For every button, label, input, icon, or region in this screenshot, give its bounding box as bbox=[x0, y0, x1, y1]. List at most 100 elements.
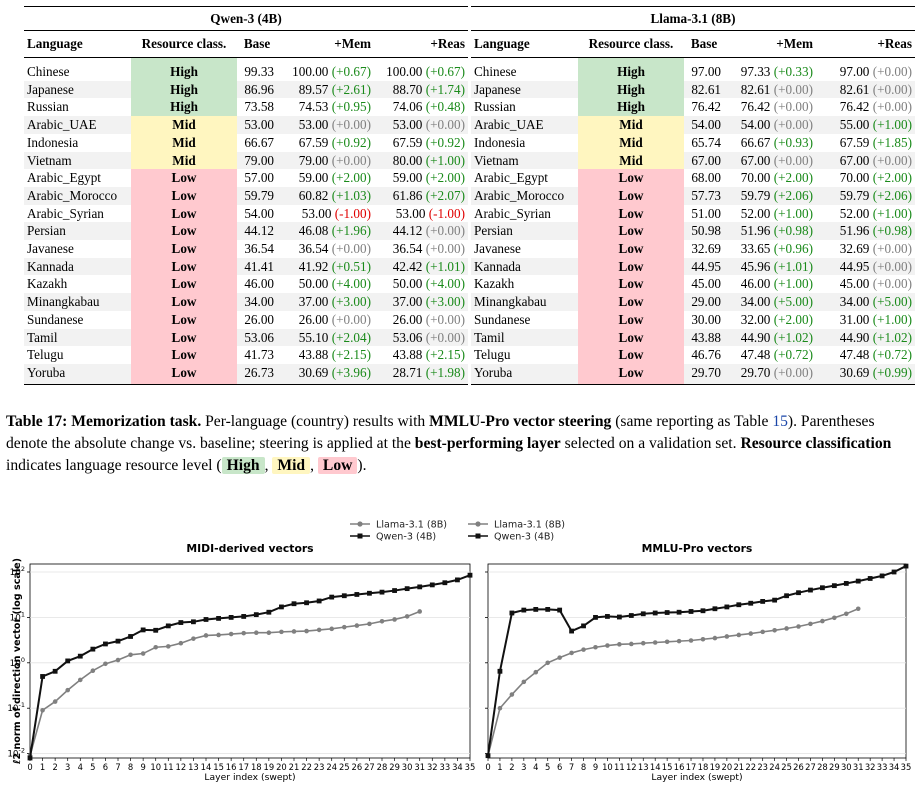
data-point bbox=[467, 572, 473, 578]
data-point bbox=[640, 640, 646, 646]
mem-value: 100.00 bbox=[292, 64, 332, 79]
caption-label: Table 17: bbox=[6, 413, 68, 430]
mem-cell: 46.00 (+1.00) bbox=[724, 275, 816, 293]
reas-cell: 50.00 (+4.00) bbox=[374, 275, 468, 293]
data-point bbox=[379, 589, 385, 595]
data-point bbox=[367, 590, 372, 596]
reas-cell: 44.90 (+1.02) bbox=[816, 329, 915, 347]
data-point bbox=[404, 586, 410, 592]
resource-class-cell: Low bbox=[131, 222, 237, 241]
data-point bbox=[65, 658, 71, 664]
mem-cell: 97.33 (+0.33) bbox=[724, 58, 816, 81]
language-cell: Kannada bbox=[474, 258, 521, 274]
mem-delta: (+2.00) bbox=[773, 311, 813, 327]
data-point bbox=[843, 611, 849, 617]
reas-value: 34.00 bbox=[839, 294, 873, 310]
base-cell: 44.95 bbox=[691, 258, 721, 274]
base-cell: 32.69 bbox=[691, 241, 721, 257]
data-point bbox=[90, 646, 96, 652]
mem-delta: (+0.72) bbox=[773, 347, 813, 363]
resource-class-cell: Low bbox=[578, 346, 684, 364]
caption-sep: , bbox=[310, 457, 315, 474]
mem-delta: (+0.51) bbox=[331, 258, 371, 274]
x-tick-label: 12 bbox=[176, 762, 187, 772]
table-row: Indonesia Mid 66.67 67.59 (+0.92) 67.59 (+0.… bbox=[24, 133, 468, 152]
x-tick-label: 7 bbox=[115, 762, 120, 772]
reas-delta: (+2.00) bbox=[425, 170, 465, 186]
series-line bbox=[29, 574, 471, 759]
x-tick-label: 29 bbox=[829, 762, 840, 772]
mem-value: 26.00 bbox=[298, 311, 332, 327]
reas-cell: 67.59 (+1.85) bbox=[816, 134, 915, 152]
data-point bbox=[392, 617, 397, 622]
data-point bbox=[628, 613, 634, 618]
mem-value: 82.61 bbox=[740, 81, 774, 97]
reas-cell: 44.12 (+0.00) bbox=[374, 222, 468, 240]
data-point bbox=[216, 632, 221, 638]
mem-delta: (+0.00) bbox=[773, 117, 813, 133]
reas-value: 67.59 bbox=[839, 134, 873, 150]
x-tick-label: 20 bbox=[276, 762, 287, 772]
table-row: Vietnam Mid 67.00 67.00 (+0.00) 67.00 (+0.00… bbox=[471, 151, 915, 170]
reas-value: 53.06 bbox=[392, 329, 426, 345]
data-point bbox=[140, 627, 146, 633]
mem-cell: 53.00 (+0.00) bbox=[277, 116, 374, 134]
data-point bbox=[417, 584, 423, 590]
language-cell: Sundanese bbox=[474, 311, 531, 327]
plot-frame bbox=[487, 563, 907, 759]
mem-cell: 55.10 (+2.04) bbox=[277, 329, 374, 347]
language-cell: Chinese bbox=[27, 64, 70, 79]
mem-delta: (+0.98) bbox=[773, 223, 813, 239]
data-point bbox=[569, 628, 574, 634]
base-cell: 29.70 bbox=[684, 363, 724, 385]
mem-delta: (+2.61) bbox=[331, 81, 371, 97]
resource-class-cell: Low bbox=[131, 310, 237, 329]
reas-cell: 47.48 (+0.72) bbox=[816, 346, 915, 364]
mem-delta: (+1.96) bbox=[331, 223, 371, 239]
data-point bbox=[724, 604, 730, 610]
data-point bbox=[652, 610, 658, 616]
table-row: Russian High 76.42 76.42 (+0.00) 76.42 (+0.0… bbox=[471, 98, 915, 117]
reas-value: 28.71 bbox=[392, 364, 426, 380]
data-point bbox=[203, 617, 209, 622]
plot-frame bbox=[29, 563, 471, 759]
resource-class-cell: Mid bbox=[578, 151, 684, 170]
x-tick-label: 16 bbox=[226, 762, 237, 772]
mem-delta: (+0.00) bbox=[331, 152, 371, 168]
language-cell: Telugu bbox=[27, 347, 64, 363]
x-tick-label: 17 bbox=[238, 762, 249, 772]
reas-cell: 97.00 (+0.00) bbox=[816, 58, 915, 81]
data-point bbox=[279, 629, 284, 635]
mem-delta: (+0.92) bbox=[331, 134, 371, 150]
mem-delta: (+1.02) bbox=[773, 329, 813, 345]
table-row: Sundanese Low 26.00 26.00 (+0.00) 26.00 (+0.… bbox=[24, 310, 468, 329]
column-header: +Mem bbox=[724, 30, 816, 58]
table-reference-link[interactable]: 15 bbox=[772, 413, 788, 430]
data-point bbox=[165, 623, 171, 629]
x-tick-label: 2 bbox=[52, 762, 57, 772]
mem-value: 76.42 bbox=[740, 99, 774, 115]
data-point bbox=[191, 619, 196, 625]
mem-value: 67.00 bbox=[740, 152, 774, 168]
x-tick-label: 24 bbox=[769, 762, 780, 772]
x-tick-label: 4 bbox=[533, 762, 538, 772]
mem-cell: 34.00 (+5.00) bbox=[724, 293, 816, 311]
reas-cell: 67.00 (+0.00) bbox=[816, 152, 915, 170]
data-point bbox=[831, 583, 837, 589]
column-header: Resource class. bbox=[131, 30, 237, 58]
data-point bbox=[843, 581, 849, 586]
base-cell: 36.54 bbox=[244, 241, 274, 257]
data-point bbox=[115, 657, 121, 663]
mem-value: 29.70 bbox=[740, 364, 774, 380]
reas-cell: 44.95 (+0.00) bbox=[816, 258, 915, 276]
mem-delta: (+0.00) bbox=[331, 241, 371, 257]
mem-cell: 79.00 (+0.00) bbox=[277, 152, 374, 170]
language-cell: Chinese bbox=[474, 64, 517, 79]
data-point bbox=[581, 647, 586, 652]
base-cell: 41.73 bbox=[244, 347, 274, 363]
data-point bbox=[429, 582, 435, 588]
x-tick-label: 25 bbox=[781, 762, 792, 772]
charts-svg: Llama-3.1 (8B)Qwen-3 (4B)Llama-3.1 (8B)Q… bbox=[7, 520, 911, 784]
reas-value: 70.00 bbox=[839, 170, 873, 186]
data-point bbox=[65, 687, 71, 693]
